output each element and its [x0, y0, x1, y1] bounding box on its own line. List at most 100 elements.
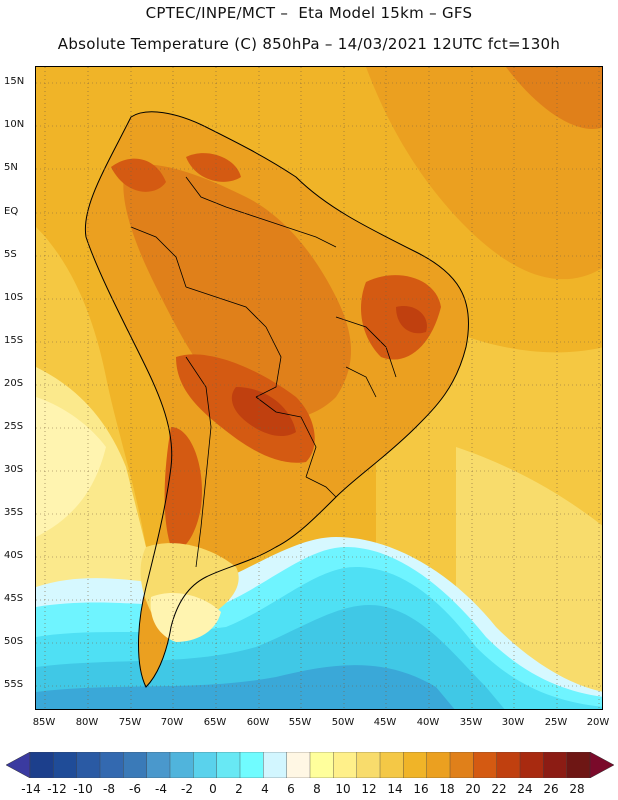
- border-venezuela-brazil: [185, 176, 287, 228]
- pacific-cooler: [36, 397, 106, 537]
- legend-cell: [169, 752, 195, 778]
- legend-cell: [426, 752, 451, 778]
- lat-label-55s: 55S: [4, 679, 24, 690]
- legend-label: -12: [47, 782, 67, 796]
- legend-cell: [496, 752, 521, 778]
- lat-label-35s: 35S: [4, 507, 24, 518]
- lon-label-60w: 60W: [246, 717, 270, 728]
- border-argentina-brazil: [300, 416, 317, 478]
- lat-label-25s: 25S: [4, 421, 24, 432]
- hotspot-argentina-west: [164, 427, 202, 550]
- legend-cell: [473, 752, 498, 778]
- ocean-warm-northeast: [366, 67, 602, 280]
- legend-label: -8: [103, 782, 115, 796]
- lat-label-5n: 5N: [4, 162, 18, 173]
- lat-label-10n: 10N: [4, 119, 25, 130]
- lat-label-10s: 10S: [4, 292, 24, 303]
- lon-label-35w: 35W: [459, 717, 483, 728]
- border-chile-argentina: [185, 356, 212, 568]
- legend-label: 22: [491, 782, 507, 796]
- legend-label: 10: [335, 782, 351, 796]
- temperature-map: [35, 66, 603, 710]
- chart-title-line1: CPTEC/INPE/MCT – Eta Model 15km – GFS: [145, 4, 473, 22]
- lat-label-eq: EQ: [4, 206, 19, 217]
- legend-label: 18: [439, 782, 455, 796]
- chart-title-line2: Absolute Temperature (C) 850hPa – 14/03/…: [57, 35, 561, 53]
- lon-label-75w: 75W: [118, 717, 142, 728]
- legend-label: -10: [73, 782, 93, 796]
- legend-label: -6: [129, 782, 141, 796]
- legend-label: 0: [209, 782, 217, 796]
- gridlines: [36, 67, 602, 709]
- hotspot-colombia: [111, 158, 166, 192]
- legend-label: -2: [181, 782, 193, 796]
- legend-cell: [449, 752, 475, 778]
- lon-label-80w: 80W: [75, 717, 99, 728]
- border-brazil-states-1: [335, 316, 397, 378]
- legend-cell: [76, 752, 101, 778]
- legend-cell: [29, 752, 55, 778]
- legend-cell: [193, 752, 218, 778]
- legend-label: 14: [387, 782, 403, 796]
- legend-cell: [286, 752, 311, 778]
- lon-label-70w: 70W: [160, 717, 184, 728]
- lon-label-45w: 45W: [373, 717, 397, 728]
- color-legend-bar: [6, 752, 614, 778]
- lat-label-30s: 30S: [4, 464, 24, 475]
- border-guianas: [285, 226, 337, 248]
- legend-label: 6: [287, 782, 295, 796]
- legend-under-arrow: [6, 752, 31, 778]
- legend-cell: [543, 752, 568, 778]
- lat-label-20s: 20S: [4, 378, 24, 389]
- legend-label: 20: [465, 782, 481, 796]
- lon-label-30w: 30W: [501, 717, 525, 728]
- legend-label: 24: [517, 782, 533, 796]
- legend-over-arrow: [589, 752, 614, 778]
- patagonia-cool: [150, 592, 221, 642]
- legend-cell: [99, 752, 125, 778]
- border-colombia-peru: [130, 226, 187, 288]
- legend-cell: [146, 752, 171, 778]
- legend-label: -4: [155, 782, 167, 796]
- legend-label: 2: [235, 782, 243, 796]
- lon-label-25w: 25W: [544, 717, 568, 728]
- lat-label-15n: 15N: [4, 76, 25, 87]
- legend-label: 12: [361, 782, 377, 796]
- legend-cell: [309, 752, 335, 778]
- legend-label: 28: [569, 782, 585, 796]
- legend-cell: [356, 752, 381, 778]
- legend-cell: [239, 752, 265, 778]
- country-borders: [130, 176, 397, 568]
- lat-label-45s: 45S: [4, 593, 24, 604]
- legend-label: 4: [261, 782, 269, 796]
- legend-cell: [566, 752, 591, 778]
- border-paraguay: [255, 396, 302, 418]
- lon-label-55w: 55W: [288, 717, 312, 728]
- border-uruguay: [305, 476, 337, 498]
- legend-cell: [53, 752, 78, 778]
- lat-label-50s: 50S: [4, 636, 24, 647]
- ocean-warm-north-corner: [506, 67, 602, 129]
- lat-label-40s: 40S: [4, 550, 24, 561]
- legend-cell: [333, 752, 358, 778]
- southern-ocean-m4C: [36, 665, 455, 709]
- legend-cell: [123, 752, 148, 778]
- legend-cell: [379, 752, 405, 778]
- map-svg: [36, 67, 602, 709]
- legend-cell: [519, 752, 545, 778]
- amazon-warm-20C: [123, 164, 351, 420]
- legend-cells: [6, 752, 614, 778]
- legend-label: -14: [21, 782, 41, 796]
- lon-label-40w: 40W: [416, 717, 440, 728]
- lon-label-65w: 65W: [203, 717, 227, 728]
- border-bolivia-brazil: [255, 326, 282, 398]
- lon-label-50w: 50W: [331, 717, 355, 728]
- lon-label-85w: 85W: [32, 717, 56, 728]
- lon-label-20w: 20W: [586, 717, 610, 728]
- border-brazil-states-2: [345, 366, 377, 398]
- legend-cell: [263, 752, 288, 778]
- legend-label: 8: [313, 782, 321, 796]
- legend-label: 16: [413, 782, 429, 796]
- lat-label-5s: 5S: [4, 249, 17, 260]
- border-peru-brazil: [185, 286, 267, 328]
